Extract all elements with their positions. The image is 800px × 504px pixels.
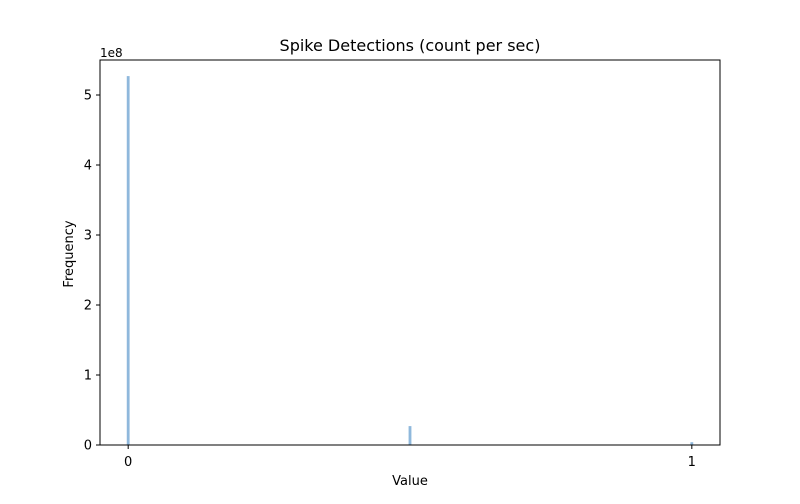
bars-layer (126, 76, 694, 445)
y-tick-label-2: 2 (84, 299, 92, 314)
plot-frame (99, 59, 721, 446)
x-tick-label-1: 1 (688, 455, 696, 470)
y-axis-offset-label: 1e8 (100, 46, 123, 60)
chart-title: Spike Detections (count per sec) (280, 36, 541, 55)
y-tick-label-4: 4 (84, 159, 92, 174)
y-tick-label-1: 1 (84, 369, 92, 384)
histogram-bar-2 (690, 442, 694, 445)
histogram-bar-0 (126, 76, 130, 445)
y-axis-ticks: 0 1 2 3 4 5 (84, 89, 100, 454)
y-tick-label-5: 5 (84, 89, 92, 104)
histogram-bar-1 (408, 426, 412, 445)
x-axis-label: Value (392, 474, 428, 489)
y-tick-label-3: 3 (84, 229, 92, 244)
y-axis-label: Frequency (62, 220, 77, 287)
x-tick-label-0: 0 (124, 455, 132, 470)
y-tick-label-0: 0 (84, 439, 92, 454)
